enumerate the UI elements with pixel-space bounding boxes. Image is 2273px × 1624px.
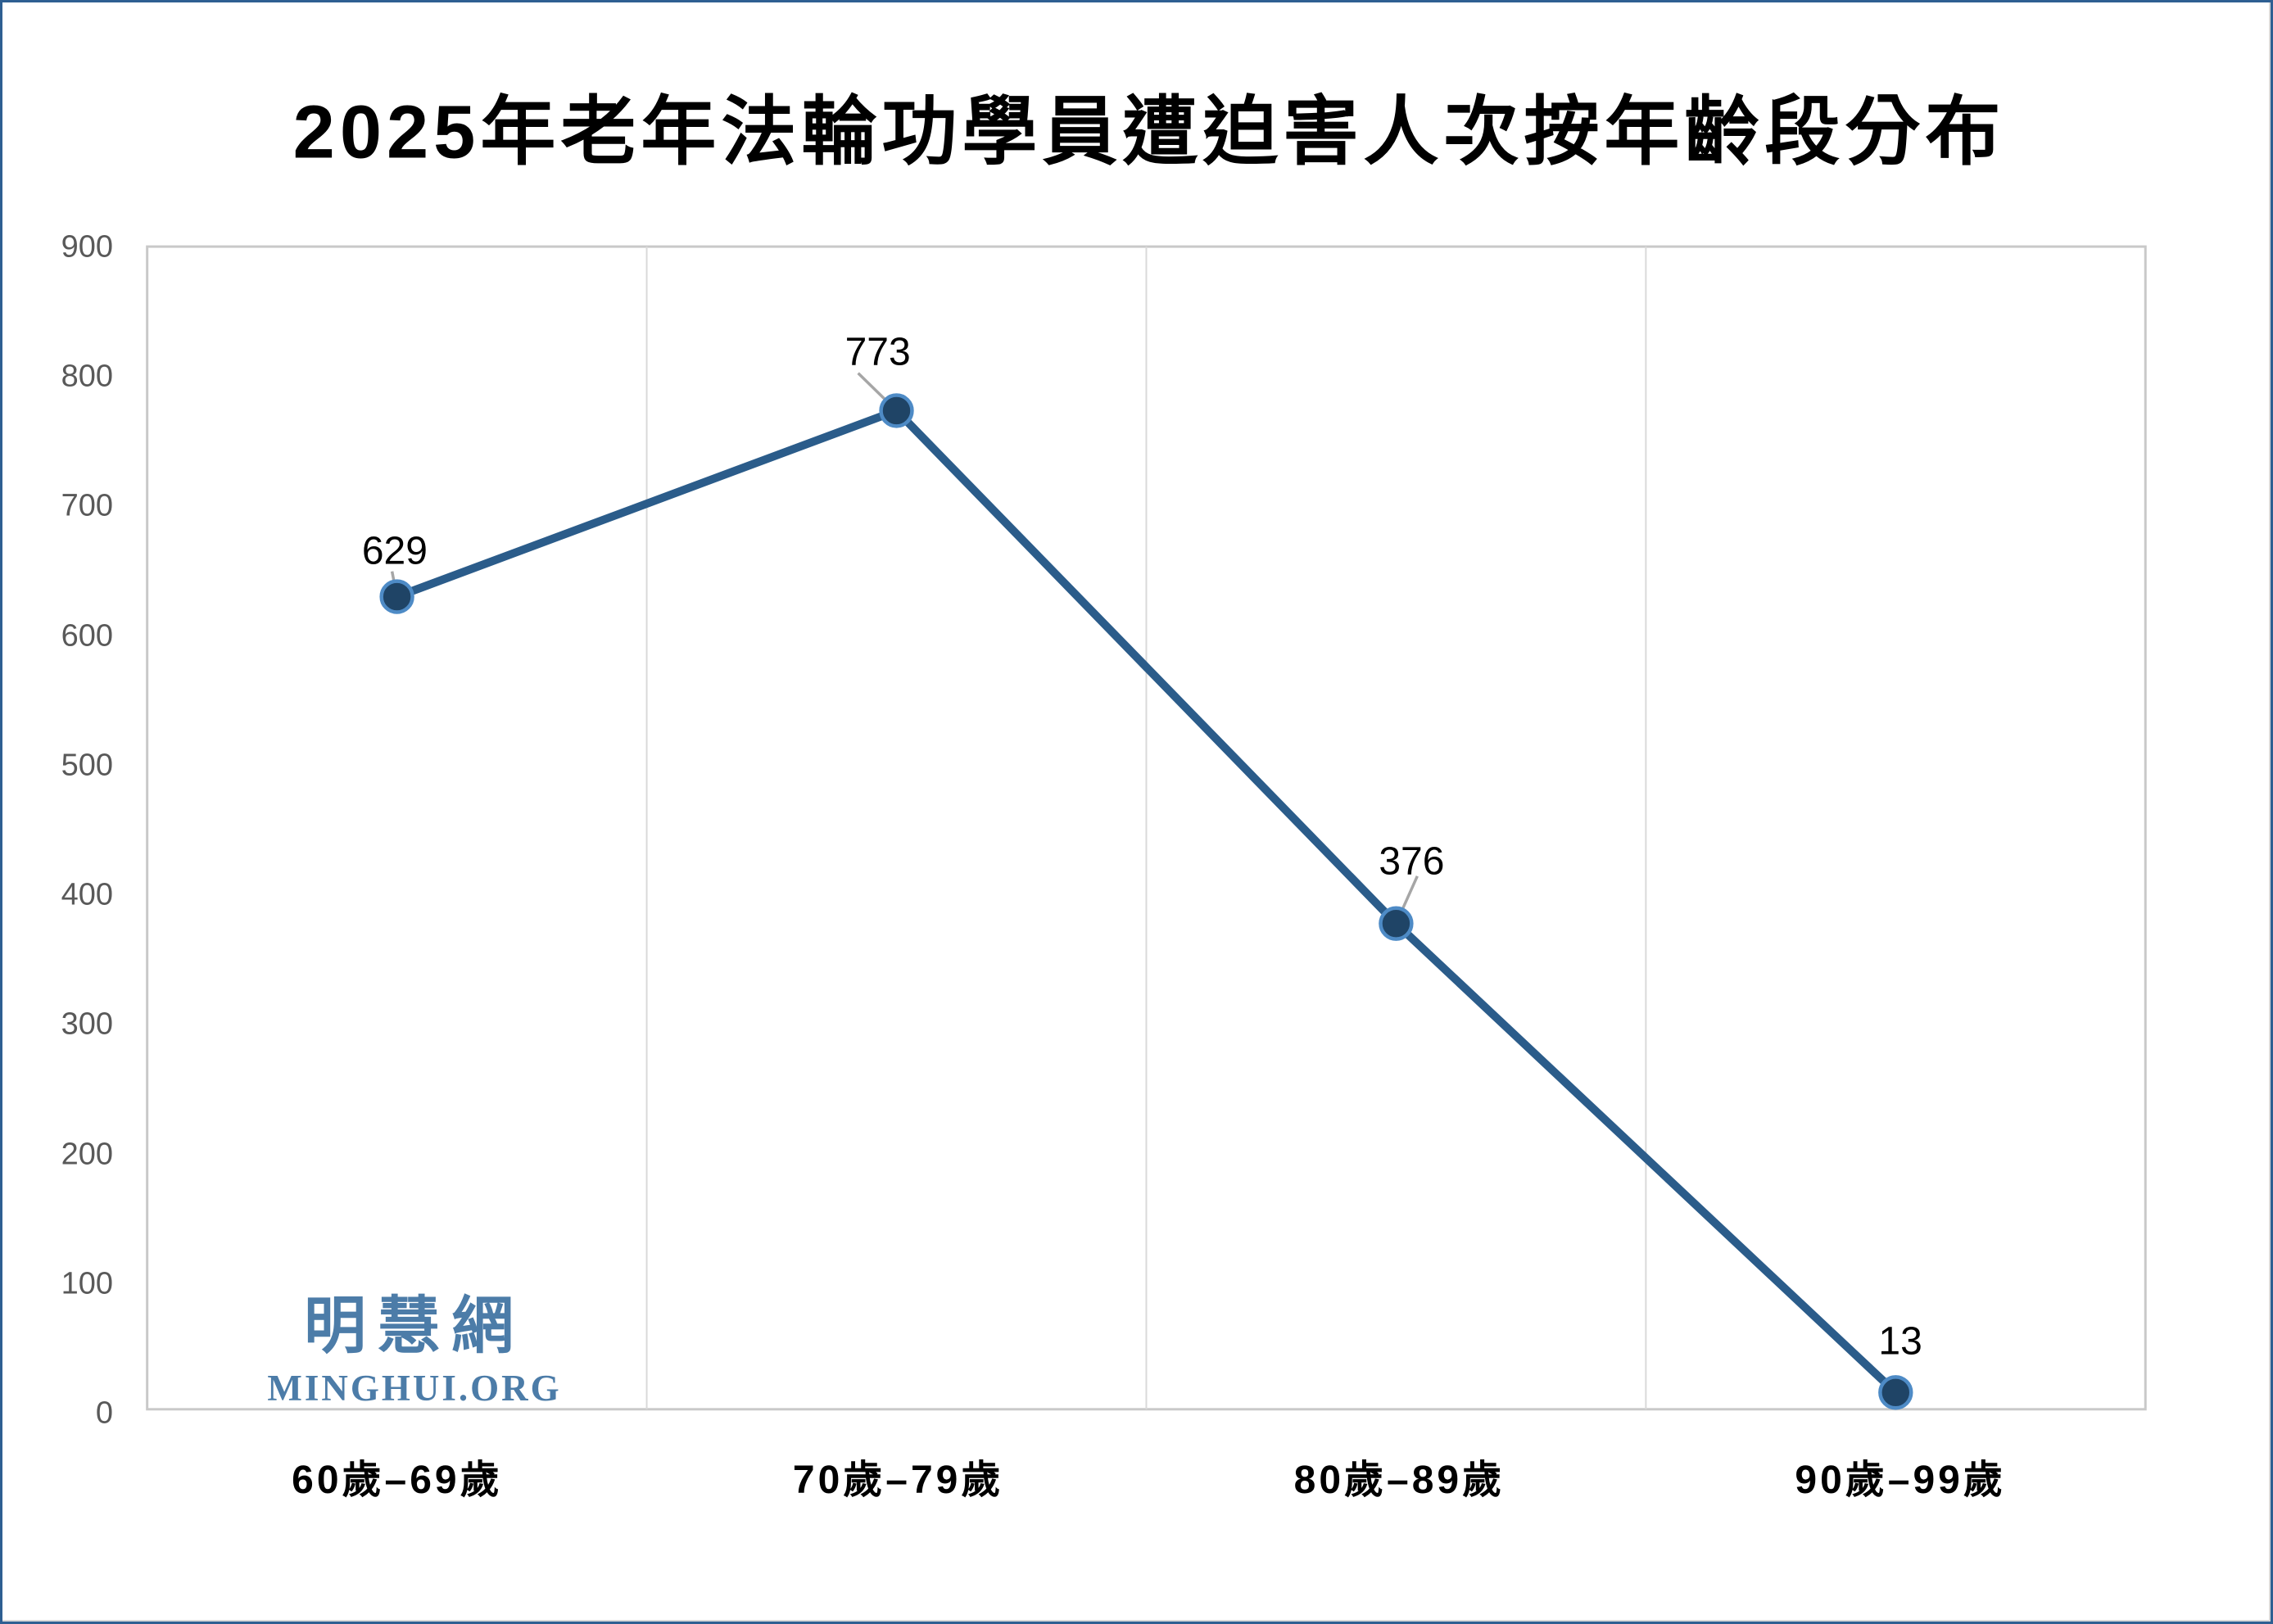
y-axis-tick-label: 500 [61,748,113,783]
y-axis-tick-label: 900 [61,229,113,265]
data-point-marker [379,579,414,614]
series-line [392,406,1900,1397]
x-axis-category-label: 70歲–79歲 [792,1459,1004,1502]
data-point-marker [1878,1375,1913,1410]
y-axis-tick-label: 700 [61,488,113,523]
y-axis-tick-label: 800 [61,359,113,394]
data-point-marker [1379,906,1414,941]
data-point-value-label: 13 [1878,1319,1922,1364]
y-axis-tick-label: 600 [61,618,113,654]
minghui-watermark: 明慧網 MINGHUI.ORG [267,1292,561,1409]
data-point-value-label: 376 [1379,839,1445,884]
x-axis-category-label: 80歲–89歲 [1293,1459,1506,1502]
data-point-marker [879,393,914,428]
chart-title: 2025年老年法輪功學員遭迫害人次按年齡段分布 [292,90,2006,174]
x-axis-category-label: 60歲–69歲 [292,1459,503,1502]
y-axis-tick-label: 400 [61,877,113,912]
y-axis-tick-label: 0 [95,1396,113,1431]
y-axis-tick-label: 200 [61,1137,113,1172]
y-axis-tick-label: 300 [61,1007,113,1042]
x-axis-category-label: 90歲–99歲 [1795,1459,2006,1502]
data-point-value-label: 629 [361,529,428,573]
watermark-site-name: 明慧網 [304,1292,525,1361]
watermark-domain: MINGHUI.ORG [267,1368,562,1409]
y-axis-tick-label: 100 [61,1266,113,1301]
data-point-value-label: 773 [844,330,911,374]
